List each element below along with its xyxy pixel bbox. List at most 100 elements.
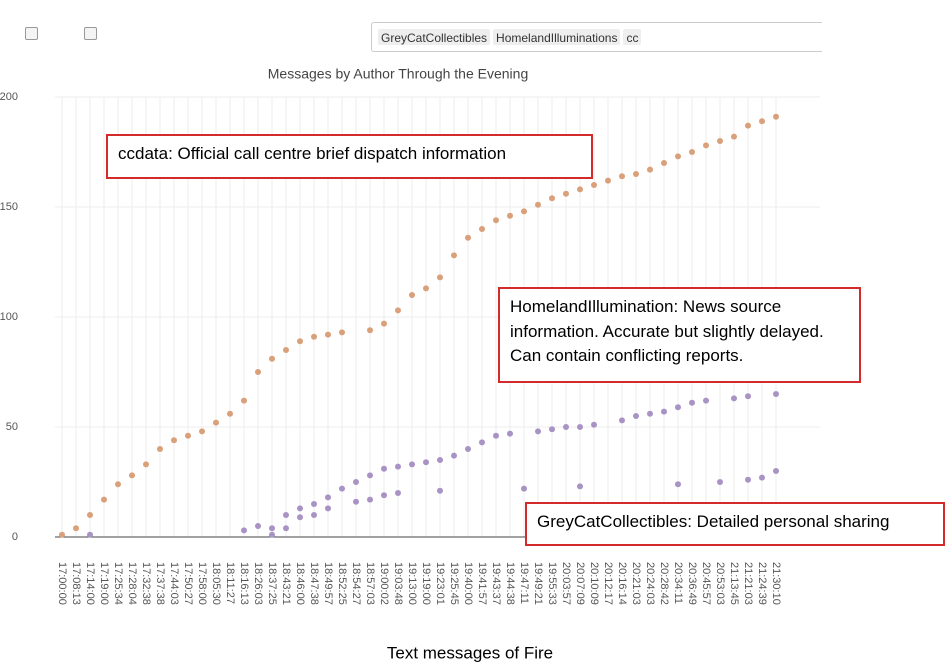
point <box>381 320 387 327</box>
point <box>311 333 317 340</box>
x-tick-label: 17:37:38 <box>154 562 166 605</box>
point <box>689 399 695 406</box>
point <box>227 410 233 417</box>
point <box>591 182 597 188</box>
x-tick-label: 18:37:25 <box>266 562 278 605</box>
x-tick-label: 20:10:09 <box>588 562 600 605</box>
y-tick-label: 200 <box>0 91 18 103</box>
point <box>675 481 681 488</box>
select-tag[interactable]: GreyCatCollectibles <box>378 29 491 45</box>
point <box>367 327 373 334</box>
point <box>367 472 373 479</box>
point <box>353 498 359 505</box>
x-tick-label: 20:28:42 <box>658 562 670 605</box>
x-tick-label: 18:54:27 <box>350 562 362 605</box>
point <box>773 468 779 474</box>
x-tick-label: 18:57:03 <box>364 562 376 605</box>
point <box>395 307 401 314</box>
select-tag[interactable]: HomelandIlluminations <box>493 29 621 45</box>
x-tick-label: 20:53:03 <box>714 562 726 605</box>
x-tick-label: 19:40:00 <box>462 562 474 605</box>
point <box>717 138 723 144</box>
x-tick-label: 17:14:00 <box>84 562 96 605</box>
point <box>549 426 555 433</box>
point <box>409 461 415 468</box>
x-tick-label: 20:03:57 <box>560 562 572 605</box>
annotation: HomelandIllumination: News source inform… <box>498 287 861 383</box>
point <box>87 512 93 518</box>
point <box>577 186 583 193</box>
point <box>577 483 583 490</box>
point <box>437 487 443 494</box>
point <box>87 531 93 538</box>
point <box>479 439 485 446</box>
x-tick-label: 18:46:00 <box>294 562 306 605</box>
checkbox[interactable] <box>25 27 38 40</box>
point <box>479 226 485 232</box>
point <box>731 133 737 140</box>
point <box>675 153 681 160</box>
point <box>577 424 583 430</box>
point <box>535 201 541 208</box>
point <box>423 459 429 466</box>
checkbox[interactable] <box>84 27 97 40</box>
point <box>283 347 289 353</box>
point <box>675 404 681 411</box>
point <box>465 446 471 452</box>
y-tick-label: 100 <box>0 311 18 323</box>
point <box>339 329 345 336</box>
point <box>703 142 709 149</box>
point <box>325 505 331 512</box>
x-tick-label: 19:55:33 <box>546 562 558 605</box>
x-tick-label: 18:47:38 <box>308 562 320 605</box>
x-tick-label: 20:16:14 <box>616 562 628 605</box>
point <box>507 212 513 219</box>
x-tick-label: 21:13:45 <box>728 562 740 605</box>
point <box>647 410 653 417</box>
point <box>367 496 373 503</box>
point <box>297 514 303 521</box>
point <box>745 476 751 483</box>
annotation: ccdata: Official call centre brief dispa… <box>106 134 593 179</box>
x-tick-label: 17:19:00 <box>98 562 110 605</box>
point <box>311 512 317 518</box>
point <box>605 177 611 184</box>
point <box>521 208 527 215</box>
point <box>255 369 261 375</box>
select-tag[interactable]: cc <box>623 29 642 45</box>
point <box>661 160 667 166</box>
y-tick-label: 50 <box>6 421 18 433</box>
x-tick-label: 19:23:01 <box>434 562 446 605</box>
point <box>199 428 205 435</box>
point <box>157 446 163 452</box>
x-tick-label: 18:11:27 <box>224 562 236 604</box>
annotation: GreyCatCollectibles: Detailed personal s… <box>525 502 945 546</box>
x-tick-label: 18:43:21 <box>280 562 292 605</box>
x-tick-label: 19:00:02 <box>378 562 390 605</box>
x-tick-label: 21:21:03 <box>742 562 754 605</box>
point <box>395 463 401 470</box>
x-tick-label: 17:44:03 <box>168 562 180 605</box>
point <box>549 195 555 202</box>
x-tick-label: 19:25:45 <box>448 562 460 605</box>
author-select[interactable]: GreyCatCollectibles HomelandIllumination… <box>371 22 822 52</box>
x-tick-label: 17:25:34 <box>112 562 124 605</box>
point <box>143 461 149 468</box>
x-tick-label: 17:58:00 <box>196 562 208 605</box>
point <box>269 525 275 532</box>
point <box>283 525 289 532</box>
x-tick-label: 17:32:38 <box>140 562 152 605</box>
point <box>661 408 667 415</box>
point <box>633 171 639 177</box>
point <box>283 512 289 518</box>
x-tick-label: 19:03:48 <box>392 562 404 605</box>
point <box>521 485 527 492</box>
point <box>241 397 247 404</box>
x-tick-label: 17:50:27 <box>182 562 194 605</box>
point <box>759 474 765 481</box>
x-tick-label: 20:36:49 <box>686 562 698 605</box>
point <box>493 217 499 224</box>
point <box>745 122 751 129</box>
point <box>255 523 261 529</box>
